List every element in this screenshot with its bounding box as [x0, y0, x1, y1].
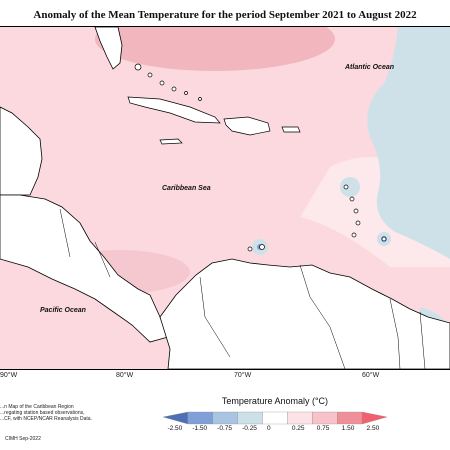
- source-note: ...n Map of the Caribbean Region ...rega…: [0, 404, 130, 422]
- colorbar: [162, 411, 388, 425]
- colorbar-segment: [187, 411, 213, 425]
- source-note-line: ...n Map of the Caribbean Region: [0, 404, 74, 410]
- anomaly-map: Atlantic Ocean Caribbean Sea Pacific Oce…: [0, 26, 450, 370]
- puerto-rico-island: [281, 126, 301, 133]
- colorbar-tick-label: 0.75: [316, 425, 330, 432]
- longitude-label-60w: 60°W: [362, 372, 380, 379]
- legend-title: Temperature Anomaly (°C): [221, 396, 329, 406]
- colorbar-tick-label: 2.50: [366, 425, 380, 432]
- borders: [59, 208, 426, 369]
- colorbar-segment: [361, 411, 388, 425]
- colorbar-segment: [262, 411, 288, 425]
- land-masses: [0, 27, 450, 369]
- colorbar-tick-label: -2.50: [167, 425, 183, 432]
- colorbar-tick-label: -1.50: [192, 425, 208, 432]
- florida-land: [94, 27, 123, 70]
- jamaica-island: [159, 138, 183, 145]
- colorbar-segment: [162, 411, 189, 425]
- map-canvas: [0, 27, 450, 369]
- islands: [127, 63, 387, 252]
- cool-anomaly-atlantic: [367, 27, 450, 259]
- colorbar-tick-label: 0.25: [291, 425, 305, 432]
- longitude-label-80w: 80°W: [116, 372, 134, 379]
- colorbar-segment: [212, 411, 238, 425]
- source-note-line: ...regating station based observations,: [0, 410, 85, 416]
- colorbar-segment: [312, 411, 338, 425]
- colorbar-tick-label: 0: [267, 425, 271, 432]
- map-title: Anomaly of the Mean Temperature for the …: [33, 9, 417, 21]
- colorbar-tick-label: -0.25: [242, 425, 257, 432]
- source-note-line: ...CF, with NCEP/NCAR Reanalysis Data.: [0, 416, 92, 422]
- colorbar-tick-label: -0.75: [217, 425, 233, 432]
- longitude-label-70w: 70°W: [234, 372, 252, 379]
- south-america-land: [159, 258, 450, 369]
- credit-text: CIMH Sep-2022: [5, 436, 41, 442]
- atlantic-ocean-label: Atlantic Ocean: [345, 64, 395, 71]
- colorbar-segment: [237, 411, 263, 425]
- colorbar-tick-label: 1.50: [341, 425, 355, 432]
- caribbean-sea-label: Caribbean Sea: [162, 185, 211, 192]
- hispaniola-island: [223, 116, 271, 136]
- longitude-label-90w: 90°W: [0, 372, 18, 379]
- colorbar-segment: [337, 411, 363, 425]
- warm-anomaly-core-north: [95, 27, 335, 71]
- cuba-island: [127, 96, 221, 124]
- colorbar-segment: [287, 411, 313, 425]
- cool-spot-leeward: [340, 177, 360, 197]
- pacific-ocean-label: Pacific Ocean: [40, 307, 86, 314]
